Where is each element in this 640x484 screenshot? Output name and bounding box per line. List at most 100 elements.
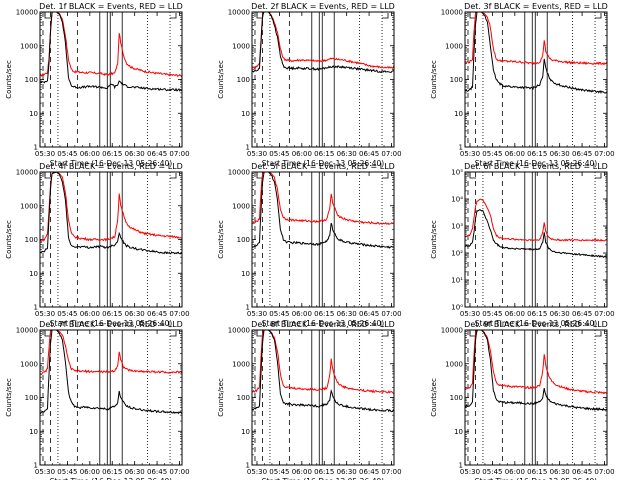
y-tick-label: 1	[246, 304, 250, 312]
y-tick-label: 1000	[20, 360, 38, 368]
x-axis-label: Start Time (16-Dec-13 05:26:40)	[50, 159, 172, 168]
x-tick-label: 06:30	[337, 468, 357, 476]
x-tick-label: 05:30	[247, 310, 267, 318]
y-tick-label: 1	[34, 144, 38, 152]
y-tick-label: 10⁵	[451, 169, 463, 177]
marker-bracket-left	[44, 331, 51, 337]
panel-4: Det. 4f BLACK = Events, RED = LLD Counts/…	[5, 162, 190, 328]
marker-bracket-left	[44, 173, 51, 179]
x-tick-label: 06:30	[125, 310, 145, 318]
y-axis-label: Counts/sec	[217, 60, 225, 99]
x-tick-label: 05:45	[269, 310, 289, 318]
y-tick-label: 100	[25, 76, 38, 84]
y-tick-label: 1	[246, 144, 250, 152]
x-tick-label: 05:45	[482, 150, 502, 158]
y-tick-label: 10	[454, 428, 463, 436]
y-axis-label: Counts/sec	[430, 220, 438, 259]
marker-bracket-right	[382, 331, 389, 337]
marker-bracket-left	[469, 173, 476, 179]
x-tick-label: 05:30	[460, 150, 480, 158]
x-tick-label: 05:30	[35, 310, 55, 318]
y-tick-label: 10	[454, 110, 463, 118]
x-axis-label: Start Time (16-Dec-13 05:26:40)	[262, 319, 384, 328]
series-line-events	[252, 330, 394, 413]
x-tick-label: 07:00	[594, 468, 614, 476]
x-tick-label: 06:45	[147, 150, 167, 158]
panel-title: Det. 2f BLACK = Events, RED = LLD	[251, 2, 395, 11]
marker-bracket-right	[170, 173, 177, 179]
y-tick-label: 100	[25, 394, 38, 402]
y-tick-label: 1	[459, 144, 463, 152]
panel-title: Det. 8f BLACK = Events, RED = LLD	[251, 320, 395, 329]
series-line-lld	[252, 12, 394, 69]
y-axis-label: Counts/sec	[430, 378, 438, 417]
x-tick-label: 06:00	[505, 150, 525, 158]
y-tick-label: 100	[237, 76, 250, 84]
panel-2: Det. 2f BLACK = Events, RED = LLD Counts/…	[217, 2, 402, 168]
y-axis-label: Counts/sec	[217, 378, 225, 417]
y-tick-label: 1	[246, 462, 250, 470]
y-tick-label: 1000	[445, 42, 463, 50]
marker-bracket-right	[382, 13, 389, 19]
series-line-events	[252, 172, 394, 249]
x-axis-label: Start Time (16-Dec-13 05:26:40)	[475, 159, 597, 168]
plot-frame	[464, 329, 608, 466]
marker-bracket-left	[256, 331, 263, 337]
x-tick-label: 06:30	[337, 150, 357, 158]
y-axis-label: Counts/sec	[5, 220, 13, 259]
marker-bracket-right	[170, 13, 177, 19]
x-axis-label: Start Time (16-Dec-13 05:26:40)	[50, 319, 172, 328]
x-tick-label: 06:00	[505, 468, 525, 476]
marker-bracket-left	[469, 331, 476, 337]
y-tick-label: 100	[25, 236, 38, 244]
panel-5: Det. 5f BLACK = Events, RED = LLD Counts/…	[217, 162, 402, 328]
series-line-lld	[465, 12, 607, 66]
y-tick-label: 10⁰	[451, 304, 463, 312]
y-tick-label: 10000	[441, 327, 463, 335]
series-line-lld	[40, 330, 182, 376]
x-tick-label: 06:45	[147, 310, 167, 318]
x-tick-label: 06:00	[292, 310, 312, 318]
series-line-lld	[252, 330, 394, 395]
y-tick-label: 10000	[228, 169, 250, 177]
x-tick-label: 06:45	[359, 150, 379, 158]
x-tick-label: 05:45	[482, 468, 502, 476]
x-tick-label: 06:00	[292, 468, 312, 476]
x-tick-label: 05:30	[247, 150, 267, 158]
x-tick-label: 05:45	[269, 468, 289, 476]
series-line-lld	[252, 172, 394, 225]
plot-frame	[39, 171, 183, 308]
y-axis-label: Counts/sec	[5, 60, 13, 99]
y-tick-label: 10000	[16, 169, 38, 177]
series-line-lld	[40, 12, 182, 78]
series-line-events	[40, 172, 182, 255]
y-tick-label: 10	[241, 110, 250, 118]
x-tick-label: 05:30	[460, 310, 480, 318]
x-tick-label: 06:00	[292, 150, 312, 158]
x-tick-label: 06:30	[125, 468, 145, 476]
panel-1: Det. 1f BLACK = Events, RED = LLD Counts/…	[5, 2, 190, 168]
x-tick-label: 05:45	[269, 150, 289, 158]
plot-frame	[251, 11, 395, 148]
marker-bracket-left	[256, 173, 263, 179]
y-tick-label: 1000	[445, 360, 463, 368]
x-tick-label: 07:00	[381, 310, 401, 318]
x-tick-label: 06:45	[359, 468, 379, 476]
panel-title: Det. 6f BLACK = Events, RED = LLD	[464, 162, 608, 171]
x-tick-label: 05:45	[57, 150, 77, 158]
x-tick-label: 07:00	[381, 150, 401, 158]
x-tick-label: 06:15	[102, 310, 122, 318]
y-tick-label: 1000	[232, 202, 250, 210]
y-tick-label: 10000	[16, 327, 38, 335]
x-tick-label: 05:30	[247, 468, 267, 476]
marker-bracket-right	[170, 331, 177, 337]
x-tick-label: 05:45	[57, 310, 77, 318]
x-axis-label: Start Time (16-Dec-13 05:26:40)	[262, 159, 384, 168]
marker-bracket-right	[595, 13, 602, 19]
x-tick-label: 06:00	[80, 310, 100, 318]
y-tick-label: 1	[34, 462, 38, 470]
marker-bracket-left	[44, 13, 51, 19]
x-tick-label: 06:15	[102, 468, 122, 476]
x-tick-label: 05:30	[35, 150, 55, 158]
marker-bracket-right	[382, 173, 389, 179]
